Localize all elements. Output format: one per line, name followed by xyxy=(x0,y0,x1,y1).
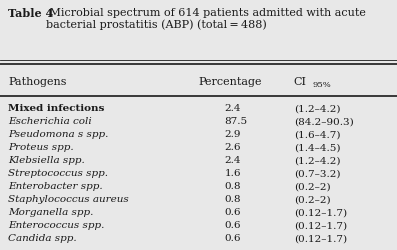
Text: Candida spp.: Candida spp. xyxy=(8,233,77,242)
Text: (84.2–90.3): (84.2–90.3) xyxy=(294,117,354,126)
Text: Microbial spectrum of 614 patients admitted with acute bacterial prostatitis (AB: Microbial spectrum of 614 patients admit… xyxy=(46,8,366,30)
Text: (1.4–4.5): (1.4–4.5) xyxy=(294,142,340,152)
Text: (0.12–1.7): (0.12–1.7) xyxy=(294,207,347,216)
Text: 0.6: 0.6 xyxy=(224,220,241,229)
Text: Escherichia coli: Escherichia coli xyxy=(8,117,92,126)
Text: 2.9: 2.9 xyxy=(224,130,241,138)
Text: Pathogens: Pathogens xyxy=(8,76,66,86)
Text: 95%: 95% xyxy=(312,81,331,89)
Text: Enterococcus spp.: Enterococcus spp. xyxy=(8,220,104,229)
Text: (0.12–1.7): (0.12–1.7) xyxy=(294,233,347,242)
Text: (1.2–4.2): (1.2–4.2) xyxy=(294,104,340,113)
Text: 0.6: 0.6 xyxy=(224,207,241,216)
Text: Pseudomona s spp.: Pseudomona s spp. xyxy=(8,130,108,138)
Text: 0.6: 0.6 xyxy=(224,233,241,242)
Text: 2.6: 2.6 xyxy=(224,142,241,152)
Text: Percentage: Percentage xyxy=(198,76,262,86)
Text: Table 4: Table 4 xyxy=(8,8,53,18)
Text: 87.5: 87.5 xyxy=(224,117,247,126)
Text: (0.12–1.7): (0.12–1.7) xyxy=(294,220,347,229)
Text: Streptococcus spp.: Streptococcus spp. xyxy=(8,168,108,177)
Text: Klebsiella spp.: Klebsiella spp. xyxy=(8,156,85,164)
Text: (0.7–3.2): (0.7–3.2) xyxy=(294,168,340,177)
Text: Morganella spp.: Morganella spp. xyxy=(8,207,93,216)
Text: 0.8: 0.8 xyxy=(224,194,241,203)
Text: Enterobacter spp.: Enterobacter spp. xyxy=(8,182,102,190)
Text: 2.4: 2.4 xyxy=(224,104,241,113)
Text: CI: CI xyxy=(294,76,307,86)
Text: Proteus spp.: Proteus spp. xyxy=(8,142,73,152)
Text: 1.6: 1.6 xyxy=(224,168,241,177)
Text: (1.6–4.7): (1.6–4.7) xyxy=(294,130,340,138)
Text: (1.2–4.2): (1.2–4.2) xyxy=(294,156,340,164)
Text: (0.2–2): (0.2–2) xyxy=(294,182,330,190)
Text: 2.4: 2.4 xyxy=(224,156,241,164)
Text: Staphylococcus aureus: Staphylococcus aureus xyxy=(8,194,129,203)
Text: 0.8: 0.8 xyxy=(224,182,241,190)
Text: Mixed infections: Mixed infections xyxy=(8,104,104,113)
Text: (0.2–2): (0.2–2) xyxy=(294,194,330,203)
